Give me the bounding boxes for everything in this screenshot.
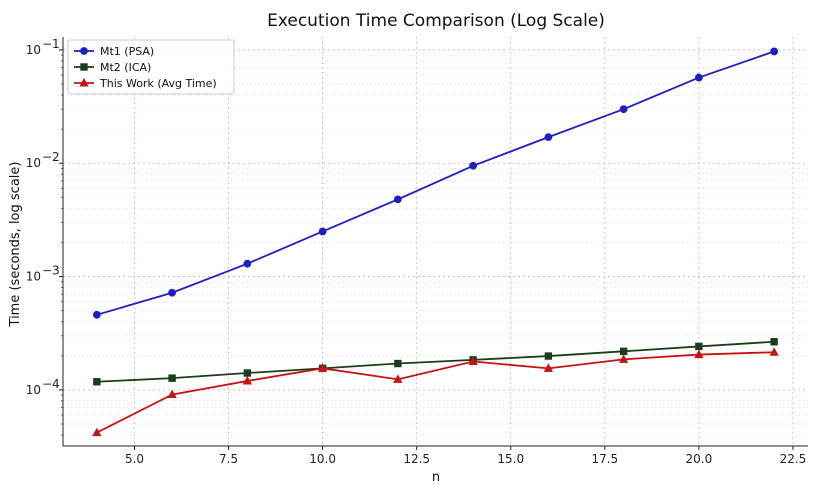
data-point — [317, 363, 328, 372]
data-point — [93, 378, 101, 386]
data-point — [770, 47, 779, 56]
series-3 — [92, 347, 779, 437]
y-tick-label: 10 — [26, 270, 41, 284]
x-tick-label: 22.5 — [780, 452, 807, 466]
x-tick-label: 7.5 — [219, 452, 238, 466]
x-tick-label: 12.5 — [403, 452, 430, 466]
data-point — [618, 354, 629, 363]
y-tick-exponent: −2 — [42, 150, 60, 164]
y-tick-exponent: −4 — [42, 377, 60, 391]
series-1 — [92, 47, 779, 319]
data-point — [167, 389, 177, 399]
data-point — [92, 310, 101, 319]
y-tick-exponent: −1 — [42, 37, 60, 51]
data-point — [619, 105, 628, 114]
x-ticks: 5.0 7.5 10.0 12.5 15.0 17.5 20.0 22.5 — [125, 446, 806, 466]
legend-swatch-marker — [79, 77, 89, 87]
data-point — [770, 338, 778, 346]
y-tick-exponent: −3 — [42, 264, 60, 278]
data-point — [544, 352, 553, 360]
grid — [63, 37, 808, 446]
legend-label: This Work (Avg Time) — [99, 77, 217, 90]
legend-label: Mt1 (PSA) — [100, 45, 154, 58]
x-tick-label: 17.5 — [591, 452, 618, 466]
legend-item-2: Mt2 (ICA) — [74, 61, 151, 74]
data-point — [695, 342, 703, 351]
x-tick-label: 10.0 — [309, 452, 336, 466]
series-2 — [93, 338, 778, 386]
data-point — [694, 73, 703, 82]
data-point — [543, 363, 554, 372]
data-point — [168, 288, 177, 297]
data-point — [769, 347, 779, 356]
legend: Mt1 (PSA) Mt2 (ICA) This Work (Avg Time) — [67, 39, 235, 95]
data-point — [468, 356, 478, 366]
data-point — [694, 349, 704, 359]
legend-swatch-marker — [80, 47, 88, 55]
y-tick-label: 10 — [26, 43, 41, 57]
legend-label: Mt2 (ICA) — [100, 61, 151, 74]
data-point — [393, 195, 402, 204]
data-point — [619, 347, 628, 356]
data-point — [242, 375, 253, 385]
chart-title: Execution Time Comparison (Log Scale) — [267, 11, 605, 31]
y-tick-label: 10 — [26, 156, 41, 170]
data-point — [544, 133, 553, 142]
y-ticks: 10−410−310−210−1 — [26, 37, 63, 436]
x-tick-label: 20.0 — [686, 452, 713, 466]
data-point — [318, 227, 327, 236]
legend-box — [67, 39, 235, 95]
data-point — [243, 259, 252, 268]
legend-item-1: Mt1 (PSA) — [74, 45, 154, 58]
series-line — [96, 351, 775, 434]
data-point — [168, 374, 176, 382]
data-point — [243, 369, 252, 377]
data-point — [92, 427, 102, 437]
legend-swatch-marker — [80, 63, 88, 71]
x-axis-label: n — [432, 470, 440, 485]
x-tick-label: 5.0 — [125, 452, 144, 466]
legend-item-3: This Work (Avg Time) — [74, 77, 217, 90]
x-tick-label: 15.0 — [497, 452, 524, 466]
series-line — [96, 340, 775, 383]
series-line — [96, 50, 775, 316]
axes — [62, 37, 808, 447]
y-axis-label: Time (seconds, log scale) — [8, 162, 23, 328]
y-tick-label: 10 — [26, 383, 41, 397]
series-group — [92, 47, 779, 437]
data-point — [393, 374, 403, 383]
data-point — [394, 359, 402, 368]
data-point — [469, 161, 478, 170]
